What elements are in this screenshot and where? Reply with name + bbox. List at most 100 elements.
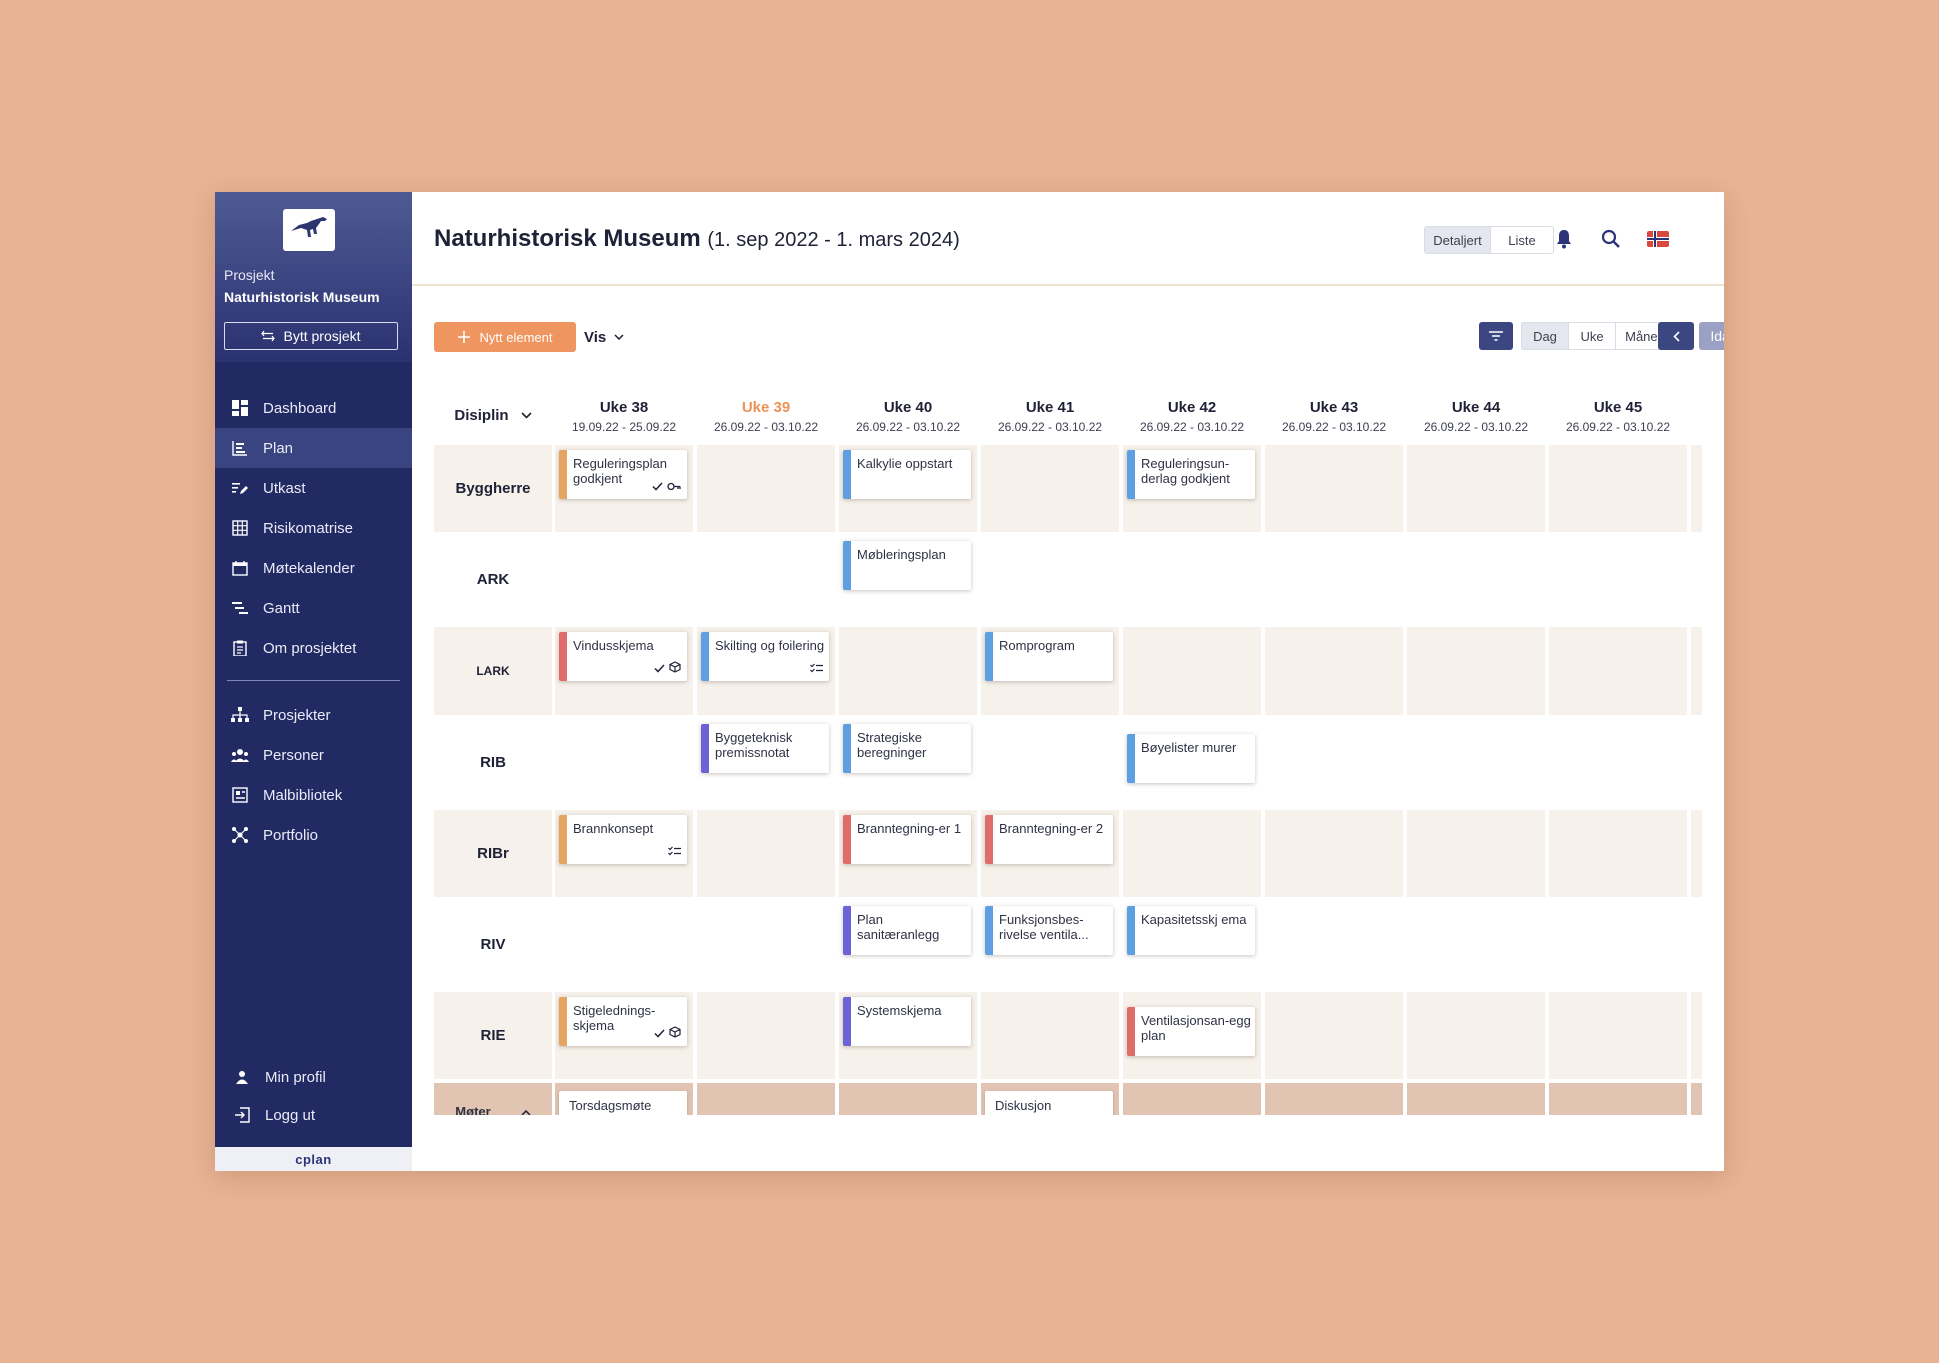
- grid-cell[interactable]: Skilting og foilering: [697, 627, 835, 715]
- task-card[interactable]: Kapasitetsskj ema: [1127, 906, 1255, 955]
- grid-cell[interactable]: [1123, 809, 1261, 897]
- meeting-cell[interactable]: Diskusjon: [981, 1083, 1119, 1115]
- new-element-button[interactable]: Nytt element: [434, 322, 576, 352]
- norwegian-flag-icon[interactable]: [1646, 227, 1670, 251]
- task-card[interactable]: Vindusskjema: [559, 632, 687, 682]
- nav-item-min-profil[interactable]: Min profil: [215, 1058, 412, 1096]
- grid-cell[interactable]: [1549, 536, 1687, 623]
- grid-cell[interactable]: [981, 992, 1119, 1080]
- nav-item-dashboard[interactable]: Dashboard: [215, 388, 412, 428]
- grid-cell[interactable]: [1407, 719, 1545, 806]
- grid-cell[interactable]: [697, 992, 835, 1080]
- grid-cell[interactable]: [697, 809, 835, 897]
- grid-cell[interactable]: Strategiske beregninger: [839, 719, 977, 806]
- nav-item-prosjekter[interactable]: Prosjekter: [215, 695, 412, 735]
- grid-cell[interactable]: Bøyelister murer: [1123, 719, 1261, 806]
- grid-cell[interactable]: [1691, 627, 1702, 715]
- nav-item-risikomatrise[interactable]: Risikomatrise: [215, 508, 412, 548]
- task-card[interactable]: Strategiske beregninger: [843, 723, 971, 773]
- grid-cell[interactable]: Plan sanitæranlegg: [839, 901, 977, 988]
- vis-dropdown[interactable]: Vis: [584, 324, 624, 350]
- grid-cell[interactable]: Brannkonsept: [555, 809, 693, 897]
- grid-cell[interactable]: [1123, 536, 1261, 623]
- task-card[interactable]: Branntegning-er 1: [843, 814, 971, 864]
- meeting-cell[interactable]: [1407, 1083, 1545, 1115]
- grid-cell[interactable]: [1265, 992, 1403, 1080]
- grid-cell[interactable]: [1549, 445, 1687, 533]
- meeting-cell[interactable]: Torsdagsmøte: [555, 1083, 693, 1115]
- task-card[interactable]: Systemskjema: [843, 997, 971, 1047]
- grid-cell[interactable]: [1407, 992, 1545, 1080]
- scale-uke-button[interactable]: Uke: [1569, 323, 1616, 349]
- meeting-cell[interactable]: [1123, 1083, 1261, 1115]
- grid-cell[interactable]: [697, 901, 835, 988]
- grid-cell[interactable]: Møbleringsplan: [839, 536, 977, 623]
- grid-cell[interactable]: Reguleringsplan godkjent: [555, 445, 693, 533]
- task-card[interactable]: Ventilasjonsan-egg plan: [1127, 1007, 1255, 1057]
- view-detaljert-button[interactable]: Detaljert: [1425, 227, 1491, 253]
- scale-maned-button[interactable]: Måned: [1625, 328, 1665, 344]
- meeting-cell[interactable]: [839, 1083, 977, 1115]
- grid-cell[interactable]: [1549, 719, 1687, 806]
- meeting-card[interactable]: Torsdagsmøte: [559, 1091, 687, 1115]
- grid-cell[interactable]: [1265, 901, 1403, 988]
- switch-project-button[interactable]: Bytt prosjekt: [224, 322, 398, 350]
- grid-cell[interactable]: Kalkylie oppstart: [839, 445, 977, 533]
- grid-cell[interactable]: [1265, 809, 1403, 897]
- grid-cell[interactable]: Branntegning-er 2: [981, 809, 1119, 897]
- task-card[interactable]: Plan sanitæranlegg: [843, 906, 971, 955]
- grid-cell[interactable]: [1265, 627, 1403, 715]
- grid-cell[interactable]: Systemskjema: [839, 992, 977, 1080]
- grid-cell[interactable]: [839, 627, 977, 715]
- grid-cell[interactable]: [1407, 901, 1545, 988]
- scale-dag-button[interactable]: Dag: [1522, 323, 1569, 349]
- task-card[interactable]: Møbleringsplan: [843, 541, 971, 591]
- meeting-cell[interactable]: [1265, 1083, 1403, 1115]
- task-card[interactable]: Bøyelister murer: [1127, 733, 1255, 783]
- task-card[interactable]: Romprogram: [985, 632, 1113, 682]
- grid-cell[interactable]: [1549, 809, 1687, 897]
- grid-cell[interactable]: [1407, 809, 1545, 897]
- grid-cell[interactable]: Stigelednings-skjema: [555, 992, 693, 1080]
- grid-cell[interactable]: Branntegning-er 1: [839, 809, 977, 897]
- task-card[interactable]: Reguleringsun-derlag godkjent: [1127, 450, 1255, 499]
- meetings-row-toggle[interactable]: Møter: [434, 1083, 552, 1115]
- meeting-card[interactable]: Diskusjon: [985, 1091, 1113, 1115]
- grid-cell[interactable]: [1691, 992, 1702, 1080]
- task-card[interactable]: Kalkylie oppstart: [843, 450, 971, 499]
- grid-cell[interactable]: [1407, 445, 1545, 533]
- nav-item-gantt[interactable]: Gantt: [215, 588, 412, 628]
- meeting-cell[interactable]: [1549, 1083, 1687, 1115]
- grid-cell[interactable]: [981, 719, 1119, 806]
- grid-cell[interactable]: [981, 536, 1119, 623]
- meeting-cell[interactable]: [1691, 1083, 1702, 1115]
- grid-cell[interactable]: [1691, 719, 1702, 806]
- task-card[interactable]: Funksjonsbes-rivelse ventila...: [985, 906, 1113, 955]
- grid-cell[interactable]: [1265, 536, 1403, 623]
- grid-cell[interactable]: Reguleringsun-derlag godkjent: [1123, 445, 1261, 533]
- view-liste-button[interactable]: Liste: [1508, 232, 1536, 248]
- meeting-cell[interactable]: [697, 1083, 835, 1115]
- grid-cell[interactable]: Ventilasjonsan-egg plan: [1123, 992, 1261, 1080]
- grid-cell[interactable]: Vindusskjema: [555, 627, 693, 715]
- nav-item-malbibliotek[interactable]: Malbibliotek: [215, 775, 412, 815]
- grid-cell[interactable]: [1407, 536, 1545, 623]
- nav-item-plan[interactable]: Plan: [215, 428, 412, 468]
- task-card[interactable]: Skilting og foilering: [701, 632, 829, 682]
- grid-cell[interactable]: Funksjonsbes-rivelse ventila...: [981, 901, 1119, 988]
- today-button[interactable]: Idag: [1699, 322, 1724, 350]
- grid-cell[interactable]: [555, 901, 693, 988]
- grid-cell[interactable]: Byggeteknisk premissnotat: [697, 719, 835, 806]
- task-card[interactable]: Brannkonsept: [559, 814, 687, 864]
- grid-cell[interactable]: [1549, 627, 1687, 715]
- grid-cell[interactable]: [697, 536, 835, 623]
- grid-cell[interactable]: [1691, 809, 1702, 897]
- grid-cell[interactable]: [1691, 536, 1702, 623]
- grid-cell[interactable]: [981, 445, 1119, 533]
- grid-cell[interactable]: [1691, 901, 1702, 988]
- bell-icon[interactable]: [1552, 227, 1576, 251]
- filter-button[interactable]: [1479, 322, 1513, 350]
- nav-item-motekalender[interactable]: Møtekalender: [215, 548, 412, 588]
- grid-cell[interactable]: [1265, 719, 1403, 806]
- grid-cell[interactable]: Kapasitetsskj ema: [1123, 901, 1261, 988]
